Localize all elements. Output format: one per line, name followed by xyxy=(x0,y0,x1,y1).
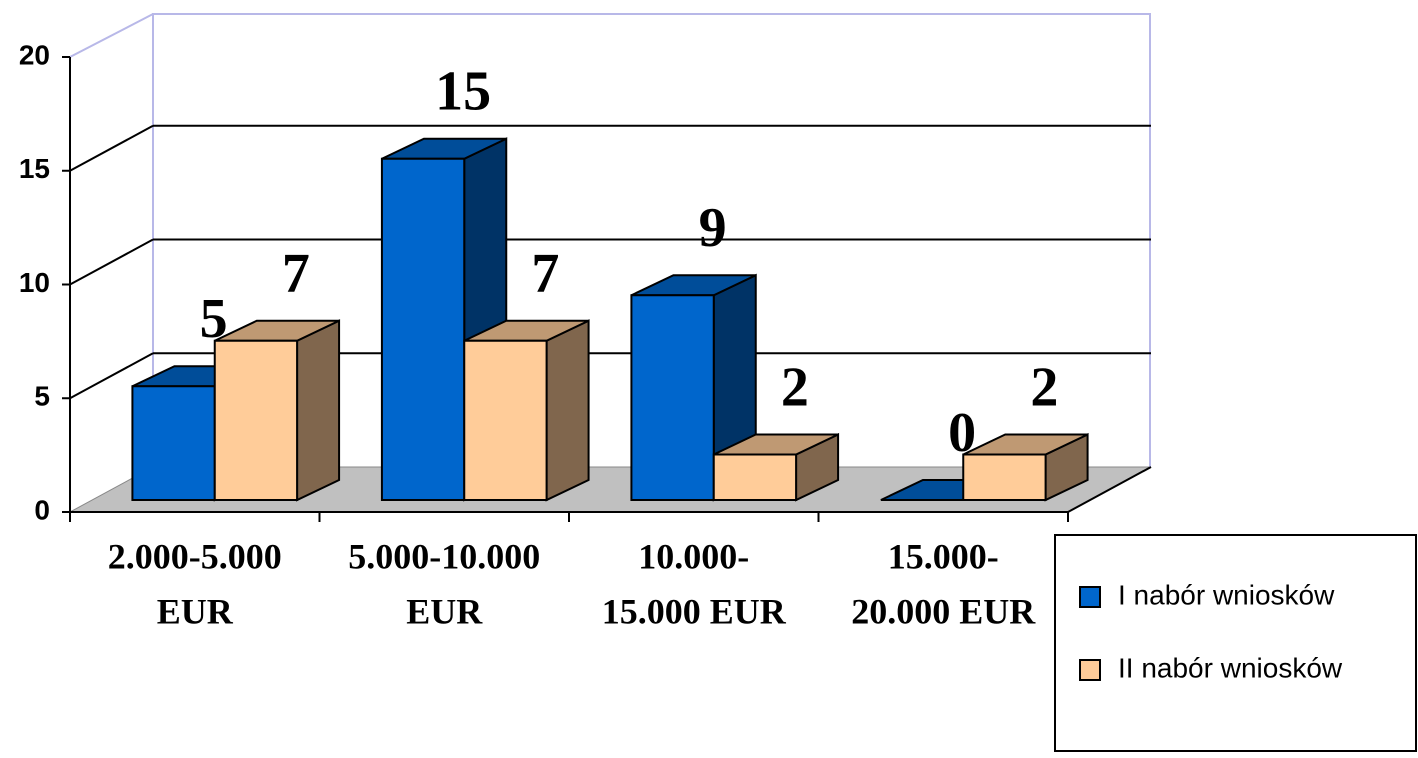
legend-swatch xyxy=(1079,586,1101,608)
bar xyxy=(380,157,466,501)
value-label: 2 xyxy=(1030,356,1058,418)
grid-line xyxy=(69,238,154,286)
y-tick-label: 10 xyxy=(19,267,50,298)
value-label: 7 xyxy=(531,243,559,305)
grid-line xyxy=(69,352,154,400)
legend-label: I nabór wniosków xyxy=(1118,579,1335,610)
floor-edge xyxy=(1067,466,1152,513)
bar-side xyxy=(296,319,341,502)
bar xyxy=(962,453,1047,501)
value-label: 15 xyxy=(435,61,491,123)
y-tick-label: 0 xyxy=(34,494,50,525)
x-tick-label: 5.000-10.000 xyxy=(348,536,540,576)
legend-label: II nabór wniosków xyxy=(1118,652,1343,683)
value-label: 2 xyxy=(781,356,809,418)
bar-side xyxy=(545,319,590,502)
x-tick-label: EUR xyxy=(157,591,234,631)
value-label: 7 xyxy=(282,243,310,305)
x-tick-label: 10.000- xyxy=(638,536,749,576)
legend xyxy=(1054,534,1417,752)
bar xyxy=(712,453,798,501)
x-tick-label: 15.000 EUR xyxy=(602,591,787,631)
bar xyxy=(213,339,299,501)
bar xyxy=(630,294,715,501)
bar xyxy=(131,385,216,501)
x-tick-label: EUR xyxy=(406,591,483,631)
x-tick-label: 15.000- xyxy=(888,536,999,576)
x-tick-label: 2.000-5.000 xyxy=(108,536,282,576)
y-tick-label: 5 xyxy=(34,381,50,412)
grid-line xyxy=(69,124,154,172)
legend-swatch xyxy=(1079,659,1101,681)
y-tick-label: 20 xyxy=(19,39,50,70)
value-label: 9 xyxy=(699,197,727,259)
bar xyxy=(463,339,548,501)
y-tick-label: 15 xyxy=(19,153,50,184)
x-tick-label: 20.000 EUR xyxy=(851,591,1036,631)
